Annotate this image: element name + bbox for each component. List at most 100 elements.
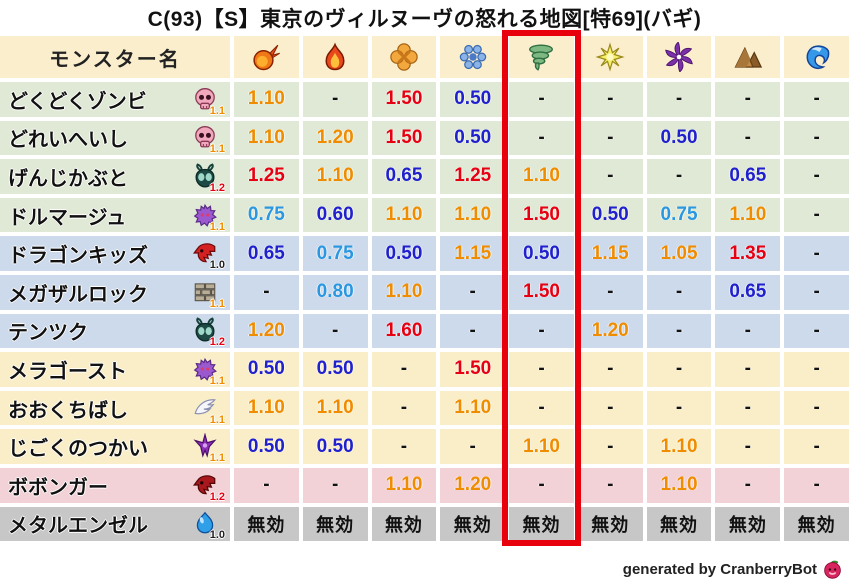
monster-name-label: ドラゴンキッズ [8, 245, 148, 268]
monster-rank-label: 1.2 [209, 336, 225, 349]
monster-name-cell: じごくのつかい 1.1 [0, 429, 230, 464]
resistance-value: - [744, 474, 751, 496]
monster-name-label: メガザルロック [8, 283, 148, 306]
monster-name-cell: ドラゴンキッズ 1.0 [0, 236, 230, 271]
element-header-cell [715, 36, 781, 78]
resistance-value: 1.10 [454, 204, 492, 226]
resistance-value: 0.50 [660, 126, 698, 148]
resistance-value: 0.50 [316, 435, 354, 457]
resistance-cell: - [577, 390, 643, 426]
monster-name-label: げんじかぶと [8, 167, 128, 190]
resistance-value: - [813, 165, 820, 187]
resistance-cell: - [234, 467, 299, 503]
resistance-value: 0.50 [247, 435, 285, 457]
monster-rank-label: 1.2 [209, 490, 225, 503]
resistance-cell: 1.10 [715, 197, 781, 233]
resistance-cell: - [371, 352, 437, 387]
resistance-value: 1.25 [247, 165, 285, 187]
resistance-cell: 1.35 [715, 236, 781, 271]
resistance-value: - [607, 165, 614, 187]
monster-name-label: ボボンガー [8, 476, 108, 499]
resistance-value: 無効 [797, 514, 836, 535]
bug-monster-icon: 1.2 [192, 163, 225, 194]
resistance-value: - [263, 281, 270, 303]
resistance-value: 0.50 [316, 358, 354, 380]
resistance-cell: - [784, 467, 849, 503]
resistance-value: 0.50 [385, 242, 423, 264]
wing-monster-icon: 1.1 [192, 395, 225, 425]
resistance-cell: 1.10 [302, 159, 368, 194]
fireball-icon [251, 42, 281, 72]
resistance-cell: - [577, 467, 643, 503]
resistance-cell: - [440, 274, 506, 310]
resistance-value: 0.60 [316, 204, 354, 226]
resistance-cell: - [302, 82, 368, 117]
monster-name-label: じごくのつかい [8, 438, 148, 461]
monster-name-label: おおくちばし [8, 399, 128, 422]
monster-name-cell: どれいへいし 1.1 [0, 120, 230, 156]
ghost-monster-icon: 1.1 [192, 202, 225, 232]
resistance-value: - [813, 88, 820, 110]
resistance-value: - [813, 204, 820, 226]
resistance-cell: - [784, 429, 849, 464]
monster-name-cell: テンツク 1.2 [0, 313, 230, 349]
resistance-value: - [331, 474, 339, 496]
resistance-value: 無効 [247, 514, 286, 535]
resistance-value: 1.50 [523, 281, 560, 303]
tornado-icon [526, 42, 556, 72]
resistance-cell: 無効 [440, 506, 506, 542]
resistance-cell: - [302, 467, 368, 503]
resistance-cell: 1.10 [440, 197, 506, 233]
resistance-value: - [538, 474, 545, 496]
resistance-value: 1.50 [454, 358, 492, 380]
resistance-value: 無効 [591, 514, 630, 535]
resistance-value: 1.10 [729, 204, 767, 226]
monster-name-cell: メラゴースト 1.1 [0, 352, 230, 387]
monster-rank-label: 1.1 [209, 220, 225, 233]
resistance-value: 1.10 [385, 281, 423, 303]
resistance-cell: - [646, 159, 712, 194]
monster-rank-label: 1.1 [209, 297, 225, 310]
resistance-cell: 1.10 [234, 82, 299, 117]
resistance-cell: 1.10 [646, 467, 712, 503]
resistance-cell: 1.15 [577, 236, 643, 271]
resistance-value: 1.25 [454, 165, 492, 187]
resistance-cell: - [715, 467, 781, 503]
resistance-cell: 1.20 [234, 313, 299, 349]
resistance-cell: - [784, 390, 849, 426]
resistance-value: 1.15 [591, 242, 629, 264]
resistance-cell: - [234, 274, 299, 310]
resistance-cell: - [577, 82, 643, 117]
monster-rank-label: 1.2 [209, 181, 225, 194]
resistance-value: - [675, 397, 683, 419]
resistance-cell: 1.20 [302, 120, 368, 156]
resistance-value: - [607, 126, 614, 148]
resistance-value: 1.50 [523, 204, 560, 226]
resistance-value: - [813, 242, 820, 264]
resistance-cell: - [784, 159, 849, 194]
resistance-value: 1.50 [385, 88, 423, 110]
resistance-value: - [607, 474, 614, 496]
resistance-cell: - [784, 82, 849, 117]
resistance-value: 0.75 [660, 204, 698, 226]
resistance-cell: - [715, 352, 781, 387]
resistance-cell: - [371, 390, 437, 426]
resistance-value: 無効 [522, 514, 561, 535]
monster-name-cell: おおくちばし 1.1 [0, 390, 230, 426]
resistance-cell: 1.50 [509, 274, 574, 310]
resistance-cell: 1.10 [509, 429, 574, 464]
resistance-value: - [607, 397, 614, 419]
resistance-value: - [400, 358, 408, 380]
resistance-cell: - [784, 120, 849, 156]
resistance-cell: 1.50 [509, 197, 574, 233]
resistance-value: - [331, 319, 339, 341]
resistance-value: - [538, 397, 545, 419]
resistance-cell: 0.65 [371, 159, 437, 194]
resistance-cell: 0.50 [440, 82, 506, 117]
resistance-value: - [813, 281, 820, 303]
explosion-icon [389, 42, 419, 72]
resistance-value: - [469, 281, 476, 303]
resistance-cell: 0.50 [440, 120, 506, 156]
resistance-cell: - [509, 82, 574, 117]
resistance-value: 1.20 [454, 474, 492, 496]
